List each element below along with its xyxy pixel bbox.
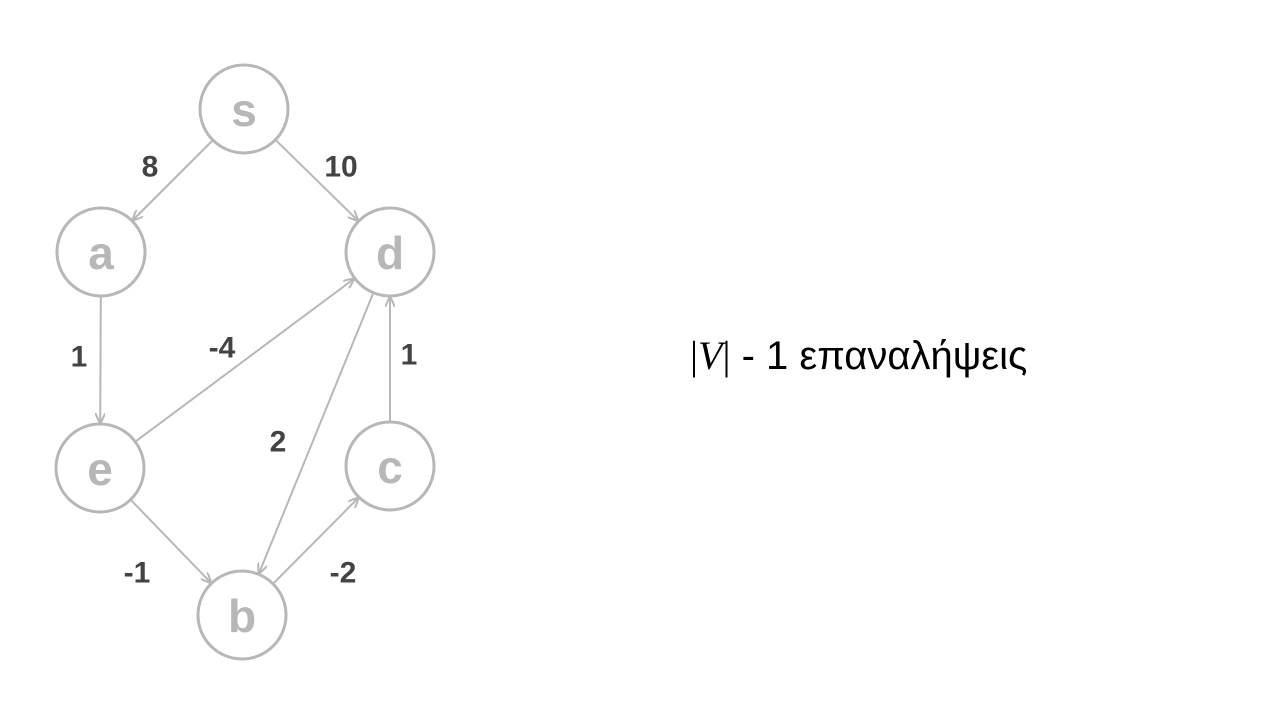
node-circle-d <box>344 206 436 298</box>
edge-weight-d-b: 2 <box>270 426 287 459</box>
node-circle-a <box>55 206 147 298</box>
node-a: a <box>55 206 147 298</box>
edge-e-to-d <box>134 278 354 443</box>
vertex-set-variable: V <box>698 333 723 378</box>
edge-weight-s-a: 8 <box>142 151 159 184</box>
edge-s-to-a <box>132 139 214 221</box>
node-label-s: s <box>231 84 257 136</box>
node-label-d: d <box>376 227 404 279</box>
node-d: d <box>344 206 436 298</box>
node-label-a: a <box>88 227 114 279</box>
edge-weight-b-c: -2 <box>330 557 357 590</box>
node-circle-c <box>344 420 436 512</box>
nodes-layer: s a d e c b <box>54 63 436 661</box>
node-s: s <box>198 63 290 155</box>
edge-weight-e-b: -1 <box>124 557 151 590</box>
node-circle-b <box>196 569 288 661</box>
graph-diagram: 8 10 1 -4 2 1 -1 -2 s a d e c b <box>54 63 436 661</box>
iterations-caption: |V| - 1 επαναλήψεις <box>690 332 1027 379</box>
cardinality-formula: |V| <box>690 333 730 378</box>
node-c: c <box>344 420 436 512</box>
node-e: e <box>54 422 146 514</box>
edge-weight-a-e: 1 <box>71 341 88 374</box>
node-circle-e <box>54 422 146 514</box>
edge-s-to-d <box>274 139 358 221</box>
node-b: b <box>196 569 288 661</box>
node-label-c: c <box>377 441 403 493</box>
node-label-b: b <box>228 590 256 642</box>
edge-d-to-b <box>259 292 375 575</box>
node-label-e: e <box>87 443 113 495</box>
edge-e-to-b <box>129 498 212 584</box>
edges-layer <box>100 139 390 585</box>
edge-weight-s-d: 10 <box>324 151 357 184</box>
caption-text: - 1 επαναλήψεις <box>730 334 1028 378</box>
edge-b-to-c <box>272 497 359 585</box>
node-circle-s <box>198 63 290 155</box>
abs-open: | <box>690 333 699 378</box>
edge-weights-layer: 8 10 1 -4 2 1 -1 -2 <box>71 151 418 590</box>
abs-close: | <box>722 333 731 378</box>
edge-weight-c-d: 1 <box>401 339 418 372</box>
edge-weight-e-d: -4 <box>209 332 236 365</box>
edge-a-to-e <box>100 295 101 424</box>
